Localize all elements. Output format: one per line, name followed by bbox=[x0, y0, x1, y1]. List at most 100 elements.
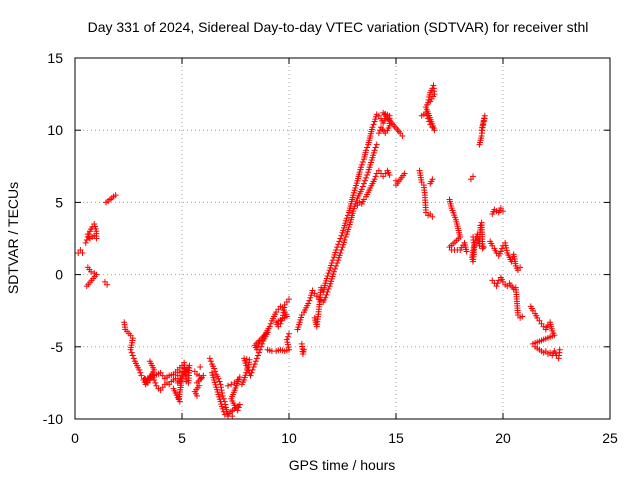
data-point bbox=[88, 268, 95, 275]
data-point bbox=[480, 244, 487, 251]
data-point bbox=[219, 405, 226, 412]
data-point bbox=[254, 352, 261, 359]
data-point bbox=[386, 171, 393, 178]
data-point bbox=[364, 144, 371, 151]
data-point bbox=[250, 364, 257, 371]
data-point bbox=[359, 183, 366, 190]
data-point bbox=[329, 257, 336, 264]
data-point bbox=[323, 291, 330, 298]
data-point bbox=[360, 180, 367, 187]
data-point bbox=[335, 241, 342, 248]
data-point bbox=[337, 235, 344, 242]
grid bbox=[75, 58, 610, 419]
data-point bbox=[470, 173, 477, 180]
y-tick-label: 0 bbox=[55, 267, 63, 283]
data-point bbox=[502, 239, 509, 246]
data-point bbox=[342, 234, 349, 241]
data-point bbox=[358, 186, 365, 193]
data-point bbox=[479, 245, 486, 252]
data-point bbox=[333, 247, 340, 254]
data-point bbox=[79, 249, 86, 256]
data-points bbox=[75, 82, 563, 420]
data-point bbox=[244, 365, 251, 372]
data-point bbox=[216, 378, 223, 385]
data-point bbox=[328, 260, 335, 267]
data-point bbox=[253, 355, 260, 362]
data-point bbox=[252, 358, 259, 365]
data-point bbox=[478, 127, 485, 134]
x-axis-label: GPS time / hours bbox=[289, 457, 396, 473]
data-point bbox=[300, 346, 307, 353]
data-point bbox=[152, 379, 159, 386]
data-point bbox=[138, 372, 145, 379]
data-point bbox=[359, 158, 366, 165]
data-point bbox=[212, 368, 219, 375]
data-point bbox=[112, 192, 119, 199]
y-tick-label: -10 bbox=[43, 411, 63, 427]
data-point bbox=[364, 171, 371, 178]
data-point bbox=[497, 248, 504, 255]
axis-ticks: 0 5 10 15 20 25 -10 -5 0 5 10 15 bbox=[43, 50, 618, 446]
data-point bbox=[207, 358, 214, 365]
data-point bbox=[197, 364, 204, 371]
plot-frame bbox=[74, 57, 611, 420]
x-tick-label: 15 bbox=[388, 430, 404, 446]
x-tick-label: 20 bbox=[495, 430, 511, 446]
data-point bbox=[338, 247, 345, 254]
data-point bbox=[401, 170, 408, 177]
data-point bbox=[334, 244, 341, 251]
data-point bbox=[254, 343, 261, 350]
data-point bbox=[472, 236, 479, 243]
data-point bbox=[427, 98, 434, 105]
chart-title: Day 331 of 2024, Sidereal Day-to-day VTE… bbox=[88, 19, 589, 35]
y-tick-label: -5 bbox=[51, 339, 64, 355]
y-tick-label: 15 bbox=[47, 50, 63, 66]
data-point bbox=[127, 346, 134, 353]
data-point bbox=[243, 362, 250, 369]
data-point bbox=[372, 173, 379, 180]
data-point bbox=[502, 242, 509, 249]
data-point bbox=[284, 333, 291, 340]
data-point bbox=[128, 349, 135, 356]
data-point bbox=[353, 197, 360, 204]
data-point bbox=[248, 369, 255, 376]
data-point bbox=[104, 281, 111, 288]
data-point bbox=[247, 372, 254, 379]
data-point bbox=[361, 177, 368, 184]
data-point bbox=[83, 283, 90, 290]
data-point bbox=[336, 238, 343, 245]
data-point bbox=[130, 355, 137, 362]
data-point bbox=[225, 382, 232, 389]
data-point bbox=[363, 147, 370, 154]
data-point bbox=[286, 296, 292, 303]
data-point bbox=[245, 367, 252, 374]
data-point bbox=[215, 375, 222, 382]
data-point bbox=[229, 413, 236, 420]
data-point bbox=[129, 352, 136, 359]
data-point bbox=[253, 346, 260, 353]
data-point bbox=[429, 176, 436, 183]
data-point bbox=[556, 346, 563, 353]
data-point bbox=[344, 212, 351, 219]
data-point bbox=[372, 144, 379, 151]
data-point bbox=[226, 410, 233, 417]
data-point bbox=[137, 369, 144, 376]
data-point bbox=[284, 341, 291, 348]
data-point bbox=[170, 385, 177, 392]
data-point bbox=[373, 141, 380, 148]
data-point bbox=[330, 268, 337, 275]
data-point bbox=[211, 365, 218, 372]
data-point bbox=[375, 130, 382, 137]
data-point bbox=[136, 366, 143, 373]
data-point bbox=[325, 270, 332, 277]
data-point bbox=[494, 280, 501, 287]
x-tick-label: 5 bbox=[178, 430, 186, 446]
data-point bbox=[370, 121, 377, 128]
y-tick-label: 5 bbox=[55, 194, 63, 210]
data-point bbox=[219, 392, 226, 399]
data-point bbox=[343, 215, 350, 222]
data-point bbox=[82, 239, 89, 246]
y-axis-label: SDTVAR / TECUs bbox=[5, 182, 21, 294]
y-tick-label: 10 bbox=[47, 122, 63, 138]
